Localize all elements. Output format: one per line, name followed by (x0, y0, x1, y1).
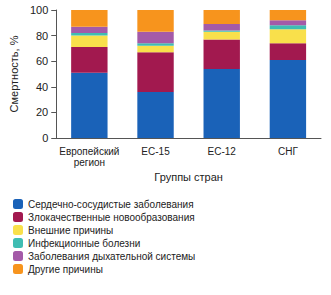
svg-text:20: 20 (36, 106, 48, 118)
svg-text:Сердечно-сосудистые заболевани: Сердечно-сосудистые заболевания (28, 199, 194, 210)
svg-text:Злокачественные новообразовани: Злокачественные новообразования (28, 212, 195, 223)
svg-text:Другие причины: Другие причины (28, 264, 103, 275)
svg-text:60: 60 (36, 55, 48, 67)
svg-text:регион: регион (74, 157, 105, 168)
svg-text:ЕС-15: ЕС-15 (141, 146, 170, 157)
svg-text:100: 100 (30, 4, 48, 16)
svg-text:Внешние причины: Внешние причины (28, 225, 113, 236)
svg-text:40: 40 (36, 81, 48, 93)
svg-text:Смертность, %: Смертность, % (8, 35, 20, 112)
svg-text:СНГ: СНГ (278, 146, 298, 157)
svg-text:ЕС-12: ЕС-12 (208, 146, 237, 157)
svg-text:Группы стран: Группы стран (154, 171, 223, 183)
svg-text:Инфекционные болезни: Инфекционные болезни (28, 238, 140, 249)
svg-text:80: 80 (36, 30, 48, 42)
svg-text:Заболевания дыхательной систем: Заболевания дыхательной системы (28, 251, 195, 262)
svg-text:0: 0 (42, 132, 48, 144)
svg-text:Европейский: Европейский (59, 146, 119, 157)
